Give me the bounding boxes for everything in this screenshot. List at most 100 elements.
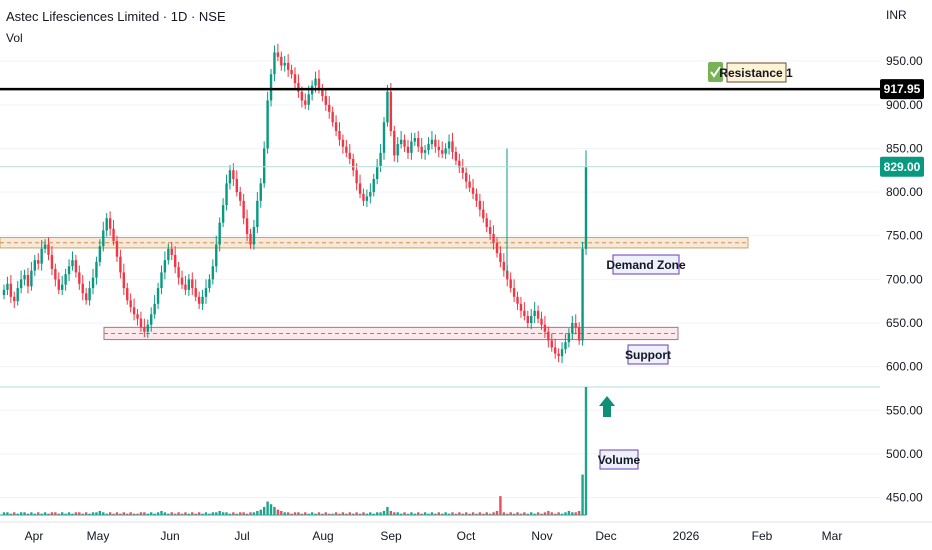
candle-body [396,144,399,156]
volume-bar [427,513,430,515]
volume-bar [577,510,581,515]
candle-body [564,342,567,350]
volume-bar [191,512,194,515]
resistance-annotation-label: Resistance 1 [719,66,793,80]
candle-body [184,284,187,290]
candle-body [485,218,488,227]
candle-body [30,270,33,287]
volume-bar [331,513,334,515]
x-tick-label: Aug [312,529,333,543]
volume-bar [478,512,482,515]
y-tick-label: 500.00 [886,447,923,461]
annotation-layer: Resistance 1 Demand Zone Support Volume [598,62,793,470]
candle-body [6,283,9,290]
volume-bar [259,509,262,515]
y-tick-label: 650.00 [886,316,923,330]
y-tick-label: 450.00 [886,491,923,505]
candle-body [273,52,276,75]
volume-bar [40,513,43,515]
candle-body [369,192,372,197]
candle-body [201,296,204,304]
volume-bar [406,513,410,515]
volume-bar [358,513,362,515]
candle-body [406,146,410,153]
candle-body [393,131,396,156]
volume-bar [95,512,98,515]
candle-body [499,253,502,262]
resistance-price-badge [880,79,924,100]
volume-bar [560,513,564,515]
candle-body [204,288,208,297]
candle-body [132,307,136,315]
x-tick-label: Feb [752,529,773,543]
reference-lines [0,87,880,168]
volume-bar [423,512,427,515]
volume-bar [499,496,502,515]
currency-label[interactable]: INR [886,8,907,22]
candle-body [180,277,184,285]
candle-body [108,218,112,229]
volume-bar [502,512,506,515]
candle-body [215,244,218,267]
volume-bar [19,512,23,515]
candle-body [574,323,577,328]
candle-body [78,272,81,284]
volume-bar [153,513,156,515]
volume-bar [33,513,37,515]
volume-indicator-label[interactable]: Vol [6,31,23,45]
candle-body [352,158,355,171]
volume-bar [420,513,423,515]
volume-bar [184,512,187,515]
candle-body [451,141,454,152]
candle-body [13,296,16,302]
candle-body [129,300,132,308]
volume-bar [262,506,266,515]
volume-bar [16,513,19,515]
volume-bar [126,513,129,515]
candle-body [50,254,54,269]
candle-body [119,256,122,273]
x-tick-label: Oct [457,529,476,543]
candlestick-series [2,43,588,364]
demand-annotation-box [612,254,680,275]
candle-body [516,296,519,304]
volume-bar [122,512,126,515]
candle-body [386,91,389,123]
candle-body [259,183,262,201]
candle-body [434,139,437,147]
candle-body [584,166,588,249]
volume-bar [492,512,495,515]
candle-body [126,288,129,301]
volume-bar [434,513,437,515]
candle-body [427,144,430,151]
volume-bar [581,474,584,515]
candle-body [471,187,475,194]
candle-body [286,62,290,70]
volume-bar [307,513,310,515]
candle-body [530,316,533,323]
candle-body [328,104,331,112]
candle-body [136,314,139,319]
volume-bar [341,512,345,515]
candle-body [307,94,310,105]
volume-bar [369,512,372,515]
demand-annotation-label: Demand Zone [606,258,686,272]
candle-body [266,100,269,149]
last-price-label: 829.00 [884,160,921,174]
candle-body [571,323,574,334]
candle-body [167,248,170,261]
volume-bar [362,512,365,515]
volume-bar [26,513,30,515]
volume-bar [215,512,218,515]
candle-body [454,151,458,161]
x-tick-label: Jun [160,529,179,543]
candle-body [358,183,362,194]
candle-body [382,122,386,153]
candle-body [304,100,307,105]
candle-body [98,246,102,262]
volume-bar [67,512,71,515]
candle-body [475,193,478,201]
volume-bar [47,513,50,515]
candle-body [420,146,423,153]
